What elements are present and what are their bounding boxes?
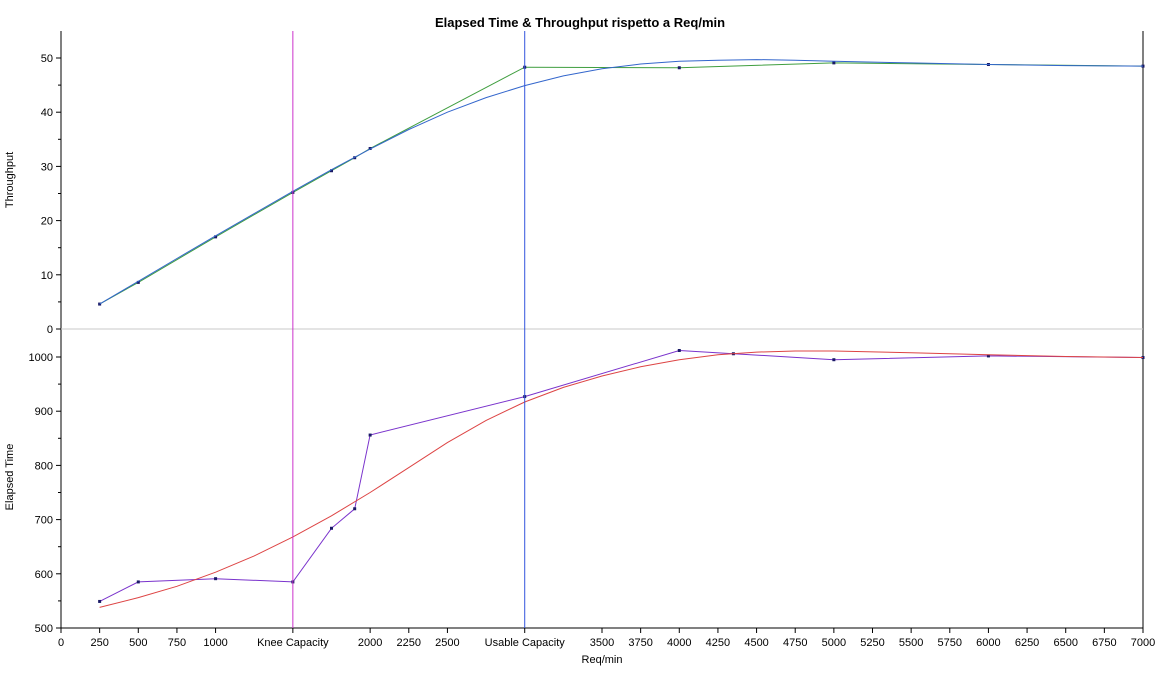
x-tick-label: 4000 [667,637,691,649]
y-tick-label: 500 [35,623,53,635]
data-point [832,358,836,362]
x-tick-label: 1000 [203,637,227,649]
x-tick-label: 3500 [590,637,614,649]
data-point [368,147,372,151]
y-tick-label: 700 [35,515,53,527]
y-tick-label: 20 [41,216,53,228]
x-tick-label: 6750 [1092,637,1116,649]
data-point [214,235,218,239]
x-tick-label: 4750 [783,637,807,649]
y-tick-label: 0 [47,324,53,336]
data-point [330,169,333,173]
series-line-0-fit [99,59,1144,305]
data-point [368,433,372,437]
data-point [986,354,990,358]
x-tick-label: 5750 [938,637,962,649]
y-axis-title-elapsed-time: Elapsed Time [4,444,16,511]
x-tick-label: 3750 [628,637,652,649]
x-tick-label: 5250 [860,637,884,649]
chart-title: Elapsed Time & Throughput rispetto a Req… [435,15,725,30]
y-axis-title-throughput: Throughput [4,152,16,208]
data-point [330,526,333,530]
x-tick-label: 5000 [822,637,846,649]
x-tick-label: 5500 [899,637,923,649]
y-tick-label: 50 [41,53,53,65]
x-tick-label: 250 [90,637,108,649]
data-point [677,66,681,70]
y-tick-label: 900 [35,406,53,418]
data-point [832,61,836,65]
x-tick-label: 6500 [1053,637,1077,649]
data-point [136,580,140,584]
data-point [98,599,102,603]
x-tick-label: 4500 [744,637,768,649]
data-point [136,280,140,284]
x-tick-label: 6250 [1015,637,1039,649]
series-line-1-fit [99,350,1144,608]
y-tick-label: 10 [41,270,53,282]
x-tick-label: 2250 [397,637,421,649]
y-tick-label: 1000 [29,352,53,364]
series-line-0-line [99,62,1144,305]
series-line-1-line [99,349,1144,602]
x-tick-label: 2500 [435,637,459,649]
data-point [1141,64,1145,68]
x-tick-label: 7000 [1131,637,1155,649]
y-tick-label: 30 [41,161,53,173]
x-tick-label: 750 [168,637,186,649]
x-tick-label: 0 [58,637,64,649]
y-tick-label: 40 [41,107,53,119]
x-tick-label: 4250 [706,637,730,649]
data-point [214,577,218,581]
data-point [1141,356,1145,360]
x-tick-label: 500 [129,637,147,649]
x-tick-label: 2000 [358,637,382,649]
data-point [677,348,681,352]
x-tick-label: Usable Capacity [485,637,566,649]
x-tick-label: 6000 [976,637,1000,649]
y-tick-label: 600 [35,569,53,581]
y-tick-label: 800 [35,460,53,472]
x-axis-title: Req/min [582,654,623,666]
data-point [353,507,357,511]
x-tick-label: Knee Capacity [257,637,329,649]
